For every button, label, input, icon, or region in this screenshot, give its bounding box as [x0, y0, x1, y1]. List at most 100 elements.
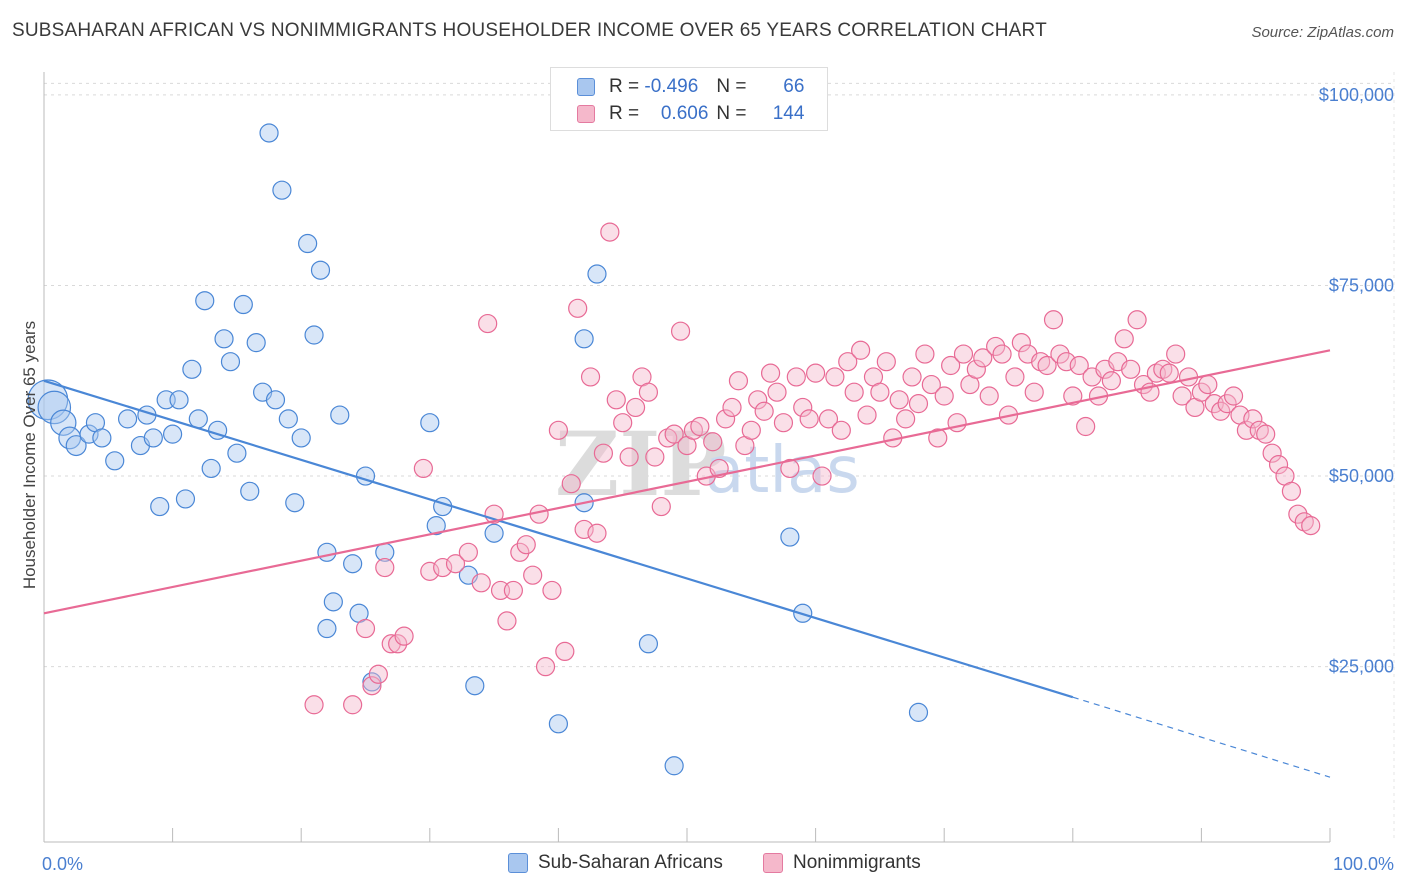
legend-r-label: R =: [609, 76, 640, 97]
data-point: [117, 409, 138, 429]
data-point: [471, 573, 491, 593]
legend-n-label: N =: [716, 103, 747, 124]
data-point: [1288, 504, 1308, 524]
data-point: [953, 344, 974, 364]
data-point: [426, 516, 446, 536]
data-point: [805, 363, 826, 383]
data-point: [857, 405, 877, 425]
x-tick-label-start: 0.0%: [42, 854, 83, 874]
legend-n-value: 66: [783, 76, 805, 97]
data-point: [619, 447, 639, 467]
series-swatch-pink: [763, 853, 783, 873]
chart-title: SUBSAHARAN AFRICAN VS NONIMMIGRANTS HOUS…: [12, 20, 1047, 41]
data-point: [1268, 455, 1289, 475]
data-point: [625, 397, 646, 418]
y-tick-labels: $25,000 $50,000 $75,000 $100,000: [1319, 85, 1394, 677]
data-point: [317, 618, 337, 639]
data-point: [587, 523, 607, 543]
data-point: [1043, 310, 1064, 330]
data-point: [831, 420, 851, 440]
data-point: [1243, 409, 1263, 429]
data-point: [908, 702, 929, 722]
data-point: [1166, 344, 1186, 364]
data-point: [214, 329, 234, 349]
data-point: [1301, 516, 1321, 536]
data-point: [1262, 443, 1282, 463]
y-tick-label: $100,000: [1319, 85, 1394, 105]
data-point: [593, 443, 614, 463]
y-tick-label: $25,000: [1329, 657, 1394, 677]
legend-row-nonimmigrants: R = 0.606 N = 144: [577, 101, 804, 127]
legend-swatch-pink: [577, 105, 595, 123]
data-point: [458, 542, 478, 562]
data-point: [310, 260, 331, 280]
data-point: [535, 657, 556, 677]
data-point: [1114, 329, 1134, 349]
data-point: [259, 123, 279, 143]
data-point: [1211, 401, 1231, 421]
data-point: [748, 390, 768, 410]
data-point: [510, 542, 530, 562]
trend-lines: [43, 349, 1331, 778]
watermark: ZIP atlas: [555, 412, 860, 516]
data-point: [1127, 310, 1147, 330]
data-point: [1172, 386, 1192, 406]
data-point: [1011, 333, 1031, 353]
data-point: [818, 409, 839, 429]
data-point: [606, 390, 626, 410]
data-point: [388, 634, 408, 654]
data-point: [233, 294, 253, 315]
data-point: [838, 352, 858, 372]
axes: [43, 72, 1331, 843]
data-point: [780, 458, 800, 479]
legend-r-value: 0.606: [660, 103, 709, 124]
data-point: [523, 565, 543, 585]
data-point: [928, 428, 948, 448]
data-point: [1037, 355, 1057, 376]
data-point: [1223, 386, 1244, 406]
data-point: [143, 428, 163, 448]
data-point: [169, 390, 189, 410]
data-point: [870, 382, 890, 402]
data-point: [760, 363, 781, 383]
data-point: [478, 313, 498, 334]
data-point: [50, 409, 77, 436]
data-point: [413, 458, 433, 479]
data-point: [548, 714, 569, 734]
data-point: [1024, 382, 1044, 402]
series-legend-sub-saharan: Sub-Saharan Africans: [508, 852, 723, 874]
data-point: [195, 291, 215, 311]
data-point: [79, 424, 99, 444]
data-point: [799, 409, 819, 429]
data-point: [182, 359, 202, 379]
data-point: [670, 321, 691, 341]
data-point: [240, 481, 260, 501]
data-point: [323, 592, 343, 612]
data-point: [163, 424, 183, 444]
x-tick-label-end: 100.0%: [1333, 854, 1394, 874]
data-point: [934, 386, 954, 406]
data-point: [793, 397, 813, 418]
data-point: [92, 428, 112, 448]
data-point: [754, 401, 774, 421]
data-point: [1101, 371, 1121, 391]
legend-swatch-blue: [577, 78, 595, 96]
data-point: [201, 458, 221, 479]
data-point: [542, 580, 562, 601]
data-point: [908, 394, 929, 414]
data-point: [651, 496, 671, 517]
data-point: [876, 352, 896, 372]
data-point: [896, 409, 916, 429]
data-point: [786, 367, 806, 387]
data-point: [664, 424, 684, 444]
data-point: [638, 382, 659, 402]
data-point: [580, 367, 601, 387]
data-point: [915, 344, 935, 364]
data-point: [703, 432, 723, 452]
data-point: [548, 420, 569, 440]
data-point: [1281, 481, 1302, 501]
data-point: [986, 336, 1006, 357]
data-point: [291, 428, 311, 448]
data-point: [645, 447, 665, 467]
data-point: [317, 542, 337, 562]
